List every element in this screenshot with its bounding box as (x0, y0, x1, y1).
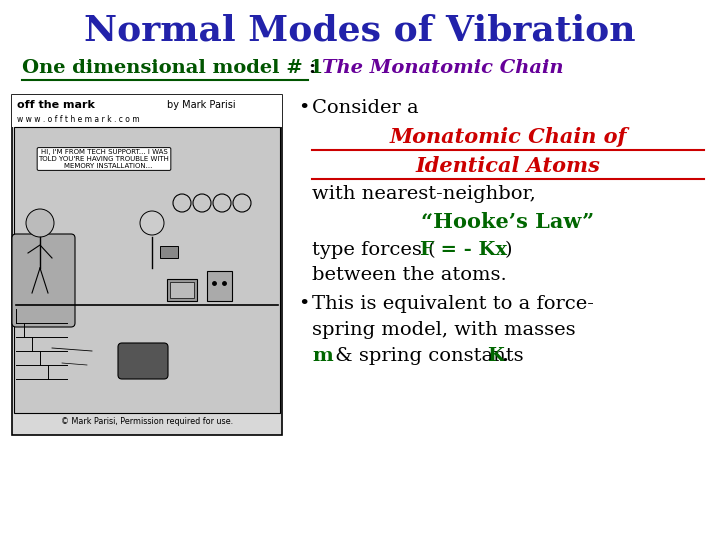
FancyBboxPatch shape (118, 343, 168, 379)
Text: This is equivalent to a force-: This is equivalent to a force- (312, 295, 594, 313)
Text: :: : (309, 59, 323, 77)
Text: © Mark Parisi, Permission required for use.: © Mark Parisi, Permission required for u… (61, 417, 233, 427)
Text: F = - Kx: F = - Kx (420, 241, 507, 259)
Text: m: m (312, 347, 333, 365)
Text: K: K (487, 347, 504, 365)
FancyBboxPatch shape (12, 95, 282, 127)
Text: with nearest-neighbor,: with nearest-neighbor, (312, 185, 536, 203)
Text: “Hooke’s Law”: “Hooke’s Law” (421, 212, 595, 232)
Text: w w w . o f f t h e m a r k . c o m: w w w . o f f t h e m a r k . c o m (17, 114, 140, 124)
Text: One dimensional model # 1: One dimensional model # 1 (22, 59, 323, 77)
Text: type forces (: type forces ( (312, 241, 436, 259)
Text: off the mark: off the mark (17, 100, 95, 110)
FancyBboxPatch shape (160, 246, 178, 258)
Circle shape (140, 211, 164, 235)
Text: Monatomic Chain of: Monatomic Chain of (390, 127, 626, 147)
FancyBboxPatch shape (207, 271, 232, 301)
FancyBboxPatch shape (14, 127, 280, 413)
Text: ): ) (505, 241, 513, 259)
Text: The Monatomic Chain: The Monatomic Chain (322, 59, 564, 77)
FancyBboxPatch shape (12, 95, 282, 435)
Text: spring model, with masses: spring model, with masses (312, 321, 575, 339)
FancyBboxPatch shape (167, 279, 197, 301)
Text: between the atoms.: between the atoms. (312, 266, 507, 284)
Text: by Mark Parisi: by Mark Parisi (167, 100, 235, 110)
Text: •: • (298, 99, 310, 117)
FancyBboxPatch shape (170, 282, 194, 298)
Text: .: . (501, 347, 508, 365)
Text: Identical Atoms: Identical Atoms (415, 156, 600, 176)
Text: Normal Modes of Vibration: Normal Modes of Vibration (84, 13, 636, 47)
Text: HI, I'M FROM TECH SUPPORT... I WAS
TOLD YOU'RE HAVING TROUBLE WITH
    MEMORY IN: HI, I'M FROM TECH SUPPORT... I WAS TOLD … (39, 149, 169, 169)
Text: •: • (298, 295, 310, 313)
Circle shape (26, 209, 54, 237)
Text: Consider a: Consider a (312, 99, 418, 117)
FancyBboxPatch shape (12, 234, 75, 327)
Text: & spring constants: & spring constants (329, 347, 530, 365)
